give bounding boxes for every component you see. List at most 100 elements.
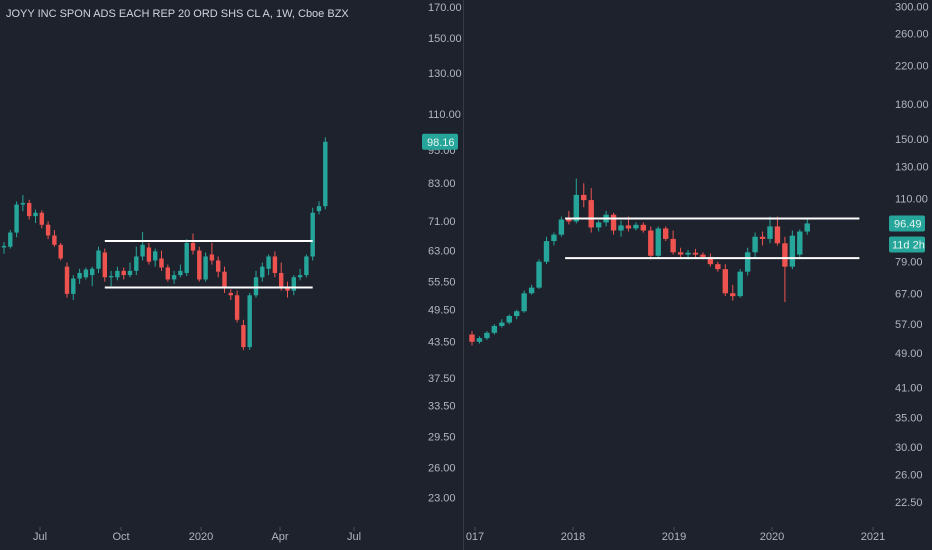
candle[interactable]: [71, 275, 76, 300]
candle[interactable]: [234, 290, 240, 323]
candle[interactable]: [8, 230, 13, 249]
candle[interactable]: [536, 259, 542, 290]
candle[interactable]: [648, 226, 654, 260]
y-tick-label: 150.00: [428, 33, 462, 45]
candle[interactable]: [316, 201, 322, 215]
candle[interactable]: [730, 284, 736, 301]
candle[interactable]: [127, 262, 133, 278]
candle[interactable]: [573, 178, 579, 224]
candle[interactable]: [715, 261, 721, 272]
candle[interactable]: [752, 232, 758, 257]
candle[interactable]: [670, 230, 676, 255]
candle[interactable]: [297, 268, 303, 281]
candle[interactable]: [323, 137, 328, 210]
candle[interactable]: [171, 270, 177, 284]
candle[interactable]: [140, 231, 145, 261]
candle[interactable]: [184, 239, 189, 276]
candle[interactable]: [285, 281, 290, 298]
candle[interactable]: [588, 188, 594, 233]
candle[interactable]: [767, 216, 773, 244]
candle[interactable]: [260, 262, 265, 282]
candle[interactable]: [14, 201, 19, 238]
candle[interactable]: [228, 289, 233, 300]
candle[interactable]: [216, 256, 221, 278]
candle[interactable]: [476, 336, 483, 344]
candle[interactable]: [469, 331, 475, 346]
candle[interactable]: [655, 226, 661, 257]
candle[interactable]: [663, 226, 669, 242]
candle[interactable]: [1, 242, 7, 254]
candle[interactable]: [521, 290, 527, 313]
candle[interactable]: [304, 254, 309, 278]
candle[interactable]: [96, 246, 101, 273]
candle[interactable]: [618, 220, 624, 237]
candle[interactable]: [272, 251, 278, 278]
candle[interactable]: [789, 230, 796, 270]
candle[interactable]: [804, 217, 810, 235]
candle[interactable]: [692, 248, 699, 258]
candle[interactable]: [595, 220, 602, 232]
candle[interactable]: [178, 264, 183, 278]
candle[interactable]: [514, 309, 520, 320]
candle[interactable]: [737, 269, 743, 298]
candle[interactable]: [633, 222, 639, 231]
candle[interactable]: [581, 183, 587, 208]
candle[interactable]: [52, 230, 57, 247]
candle[interactable]: [77, 268, 82, 284]
candle[interactable]: [159, 250, 164, 271]
candle[interactable]: [782, 236, 788, 303]
candle[interactable]: [203, 252, 208, 282]
candle[interactable]: [528, 284, 535, 295]
candle[interactable]: [279, 262, 284, 291]
candle[interactable]: [610, 212, 617, 235]
candle[interactable]: [484, 331, 490, 340]
candle[interactable]: [266, 254, 271, 276]
candle[interactable]: [491, 324, 498, 335]
candle[interactable]: [640, 222, 647, 233]
candle[interactable]: [253, 270, 259, 298]
candle[interactable]: [506, 314, 512, 325]
candle[interactable]: [209, 242, 215, 265]
candle[interactable]: [774, 216, 781, 246]
left-chart-pane[interactable]: 170.00150.00130.00110.0095.0083.0071.006…: [1, 2, 462, 543]
candle[interactable]: [551, 232, 557, 246]
candle[interactable]: [499, 319, 505, 328]
candle-body: [272, 256, 278, 273]
right-chart-pane[interactable]: 300.00 260.00 220.00 180.00 150.00 130.00 110.…: [466, 1, 929, 543]
candle-body: [610, 214, 617, 231]
candle[interactable]: [83, 267, 89, 280]
candle[interactable]: [153, 248, 158, 267]
candle-body: [58, 244, 63, 259]
candle[interactable]: [165, 264, 170, 282]
candle[interactable]: [33, 209, 38, 223]
candle[interactable]: [190, 233, 196, 255]
candle[interactable]: [20, 195, 26, 212]
candle[interactable]: [108, 270, 114, 287]
candle[interactable]: [45, 221, 51, 240]
candle[interactable]: [39, 210, 44, 229]
candle[interactable]: [707, 253, 714, 267]
candle[interactable]: [222, 266, 227, 293]
candle[interactable]: [759, 231, 766, 246]
candle[interactable]: [90, 266, 95, 287]
candle[interactable]: [247, 292, 252, 351]
candle[interactable]: [197, 246, 202, 282]
candle[interactable]: [797, 229, 803, 257]
candle[interactable]: [558, 216, 565, 237]
candle[interactable]: [121, 267, 126, 280]
candle[interactable]: [677, 247, 684, 259]
candle[interactable]: [134, 246, 139, 276]
candle[interactable]: [102, 248, 107, 282]
candle[interactable]: [543, 236, 550, 265]
candle[interactable]: [241, 319, 246, 351]
candle[interactable]: [310, 207, 315, 261]
candle[interactable]: [58, 242, 63, 261]
candle[interactable]: [27, 199, 32, 220]
candle[interactable]: [146, 242, 152, 265]
candle[interactable]: [64, 262, 70, 298]
candle[interactable]: [744, 247, 751, 276]
candle[interactable]: [291, 275, 296, 296]
candle[interactable]: [722, 264, 728, 297]
candle[interactable]: [115, 266, 120, 281]
